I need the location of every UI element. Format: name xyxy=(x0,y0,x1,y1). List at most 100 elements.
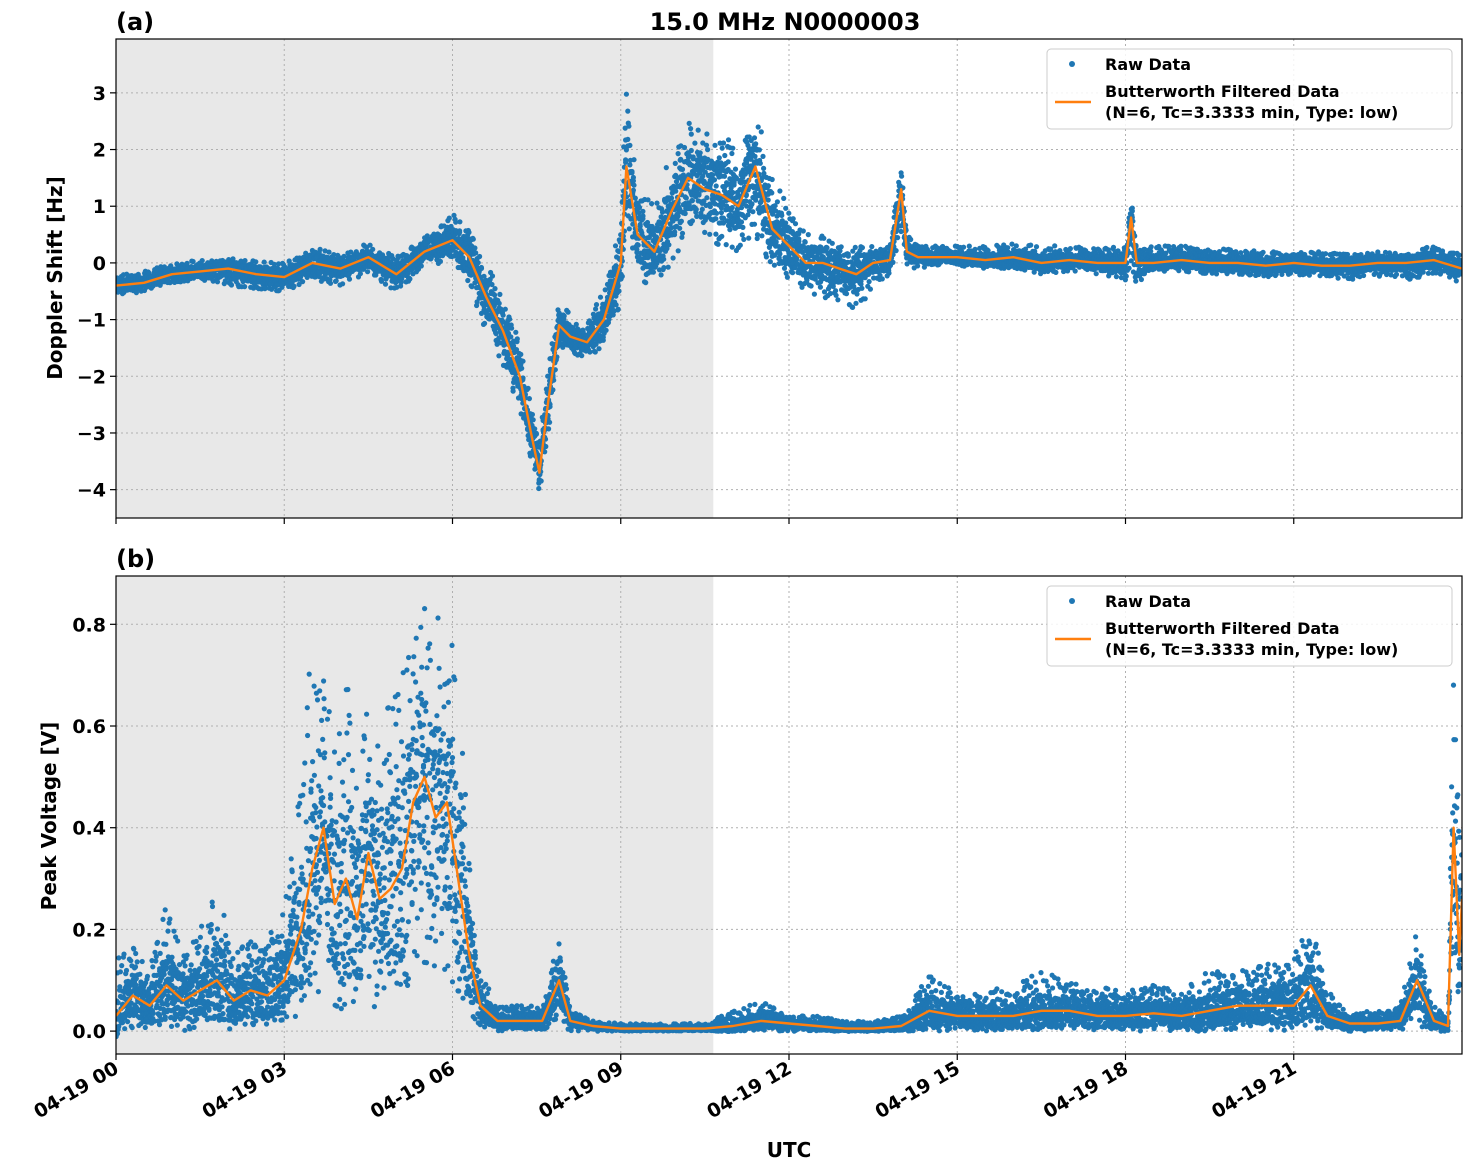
raw-data-point xyxy=(530,417,536,423)
raw-data-point xyxy=(271,261,277,267)
raw-data-point xyxy=(731,180,737,186)
raw-data-point xyxy=(586,318,593,324)
raw-data-point xyxy=(753,141,759,147)
raw-data-point xyxy=(756,147,763,153)
raw-data-point xyxy=(773,239,779,246)
raw-data-point xyxy=(759,233,765,239)
raw-data-point xyxy=(446,215,452,221)
raw-data-point xyxy=(658,272,664,278)
raw-data-point xyxy=(725,159,731,165)
raw-data-point xyxy=(703,142,710,148)
raw-data-point xyxy=(533,431,540,437)
raw-data-point xyxy=(707,231,713,237)
raw-data-point xyxy=(843,291,850,297)
raw-data-point xyxy=(712,201,718,207)
raw-data-point xyxy=(759,175,766,181)
raw-data-point xyxy=(859,285,865,291)
raw-data-point xyxy=(677,225,683,231)
raw-data-point xyxy=(529,411,536,418)
raw-data-point xyxy=(688,131,694,137)
raw-data-point xyxy=(457,219,463,225)
raw-data-point xyxy=(492,292,498,298)
raw-data-point xyxy=(769,176,775,183)
raw-data-point xyxy=(740,224,746,230)
raw-data-point xyxy=(758,129,764,135)
raw-data-point xyxy=(719,145,725,151)
raw-data-point xyxy=(781,195,787,201)
raw-data-point xyxy=(331,252,337,258)
raw-data-point xyxy=(214,279,221,285)
raw-data-point xyxy=(738,219,745,225)
raw-data-point xyxy=(859,245,866,251)
raw-data-point xyxy=(743,198,749,204)
raw-data-point xyxy=(729,205,735,211)
raw-data-point xyxy=(733,176,740,182)
raw-data-point xyxy=(682,210,688,217)
raw-data-point xyxy=(367,242,373,248)
raw-data-point xyxy=(322,248,328,254)
raw-data-point xyxy=(686,120,692,126)
raw-data-point xyxy=(500,312,506,318)
raw-data-point xyxy=(346,276,353,282)
raw-data-point xyxy=(632,195,638,201)
raw-data-point xyxy=(686,201,692,208)
raw-data-point xyxy=(631,157,637,163)
raw-data-point xyxy=(518,351,524,357)
raw-data-point xyxy=(771,262,778,268)
raw-data-point xyxy=(701,198,707,204)
raw-data-point xyxy=(365,269,371,275)
raw-data-point xyxy=(636,204,643,211)
raw-data-point xyxy=(745,212,751,218)
raw-data-point xyxy=(542,449,548,455)
raw-data-point xyxy=(597,294,604,300)
raw-data-point xyxy=(623,91,630,97)
raw-data-point xyxy=(754,232,761,238)
raw-data-point xyxy=(300,279,306,285)
raw-data-point xyxy=(704,131,710,137)
raw-data-point xyxy=(603,327,609,333)
raw-data-point xyxy=(854,291,860,297)
raw-data-point xyxy=(783,270,789,276)
raw-data-point xyxy=(520,358,526,364)
raw-data-point xyxy=(593,302,600,308)
raw-data-point xyxy=(689,218,696,224)
raw-data-point xyxy=(627,162,633,168)
raw-data-point xyxy=(817,284,824,290)
raw-data-point xyxy=(729,150,735,157)
raw-data-point xyxy=(695,127,701,133)
raw-data-point xyxy=(644,219,651,226)
raw-data-point xyxy=(772,203,778,209)
raw-data-point xyxy=(783,220,789,226)
raw-data-points xyxy=(116,91,1462,492)
raw-data-point xyxy=(650,269,657,275)
raw-data-point xyxy=(592,349,598,355)
raw-data-point xyxy=(637,221,643,228)
raw-data-point xyxy=(732,166,739,172)
raw-data-point xyxy=(546,426,552,432)
raw-data-point xyxy=(661,265,667,271)
raw-data-point xyxy=(502,306,508,312)
raw-data-point xyxy=(879,276,885,282)
raw-data-point xyxy=(866,279,872,285)
raw-data-point xyxy=(453,219,459,225)
raw-data-point xyxy=(340,281,346,287)
raw-data-point xyxy=(961,244,967,250)
raw-data-point xyxy=(751,221,758,227)
raw-data-point xyxy=(536,485,542,492)
raw-data-point xyxy=(640,213,646,219)
raw-data-point xyxy=(777,251,783,257)
raw-data-point xyxy=(579,353,585,359)
plot-area xyxy=(116,91,1462,492)
raw-data-point xyxy=(675,151,681,157)
raw-data-point xyxy=(710,172,716,178)
raw-data-point xyxy=(532,426,538,432)
raw-data-point xyxy=(297,274,304,280)
raw-data-point xyxy=(327,280,334,286)
raw-data-point xyxy=(781,265,788,271)
raw-data-point xyxy=(573,321,579,327)
raw-data-point xyxy=(673,188,679,194)
raw-data-point xyxy=(908,236,914,243)
raw-data-point xyxy=(228,282,235,288)
raw-data-point xyxy=(714,210,720,216)
raw-data-point xyxy=(470,236,476,242)
